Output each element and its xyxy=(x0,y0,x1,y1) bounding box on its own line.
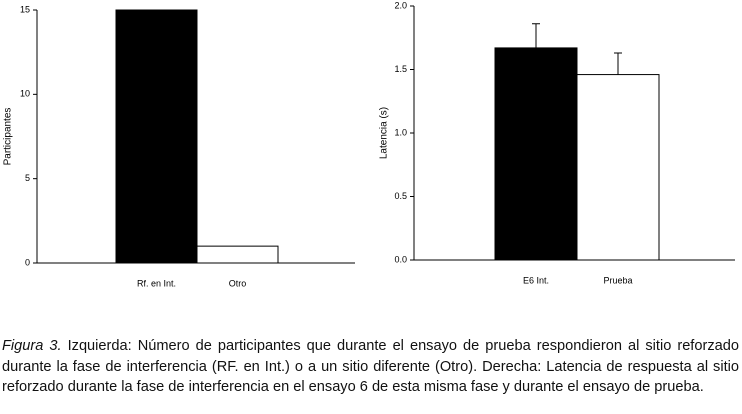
y-tick-label: 0.5 xyxy=(394,191,407,201)
x-tick-label: Rf. en Int. xyxy=(137,278,176,288)
y-tick-label: 1.5 xyxy=(394,64,407,74)
y-axis-label: Latencia (s) xyxy=(379,107,390,159)
caption-text: Izquierda: Número de participantes que d… xyxy=(2,338,739,395)
x-tick-label: Otro xyxy=(229,278,247,288)
y-tick-label: 2.0 xyxy=(394,0,407,10)
x-tick-label: E6 Int. xyxy=(523,275,549,285)
y-tick-label: 5 xyxy=(25,173,30,183)
y-tick-label: 0.0 xyxy=(394,254,407,264)
error-bar xyxy=(532,23,540,48)
y-tick-label: 1.0 xyxy=(394,127,407,137)
bar xyxy=(115,9,198,264)
error-bar xyxy=(614,52,622,75)
bar xyxy=(494,47,578,261)
y-tick-label: 10 xyxy=(20,89,30,99)
caption: Figura 3. Izquierda: Número de participa… xyxy=(2,336,739,398)
caption-label: Figura 3. xyxy=(2,338,62,354)
y-tick-label: 0 xyxy=(25,257,30,267)
y-axis-label: Participantes xyxy=(3,108,14,166)
y-tick-label: 15 xyxy=(20,4,30,14)
x-tick-label: Prueba xyxy=(603,275,632,285)
charts: 0 5 10 15 Participantes Rf. en Int. Otro 0.0 0.5… xyxy=(3,0,735,288)
bar xyxy=(576,74,660,261)
bar xyxy=(196,245,279,264)
